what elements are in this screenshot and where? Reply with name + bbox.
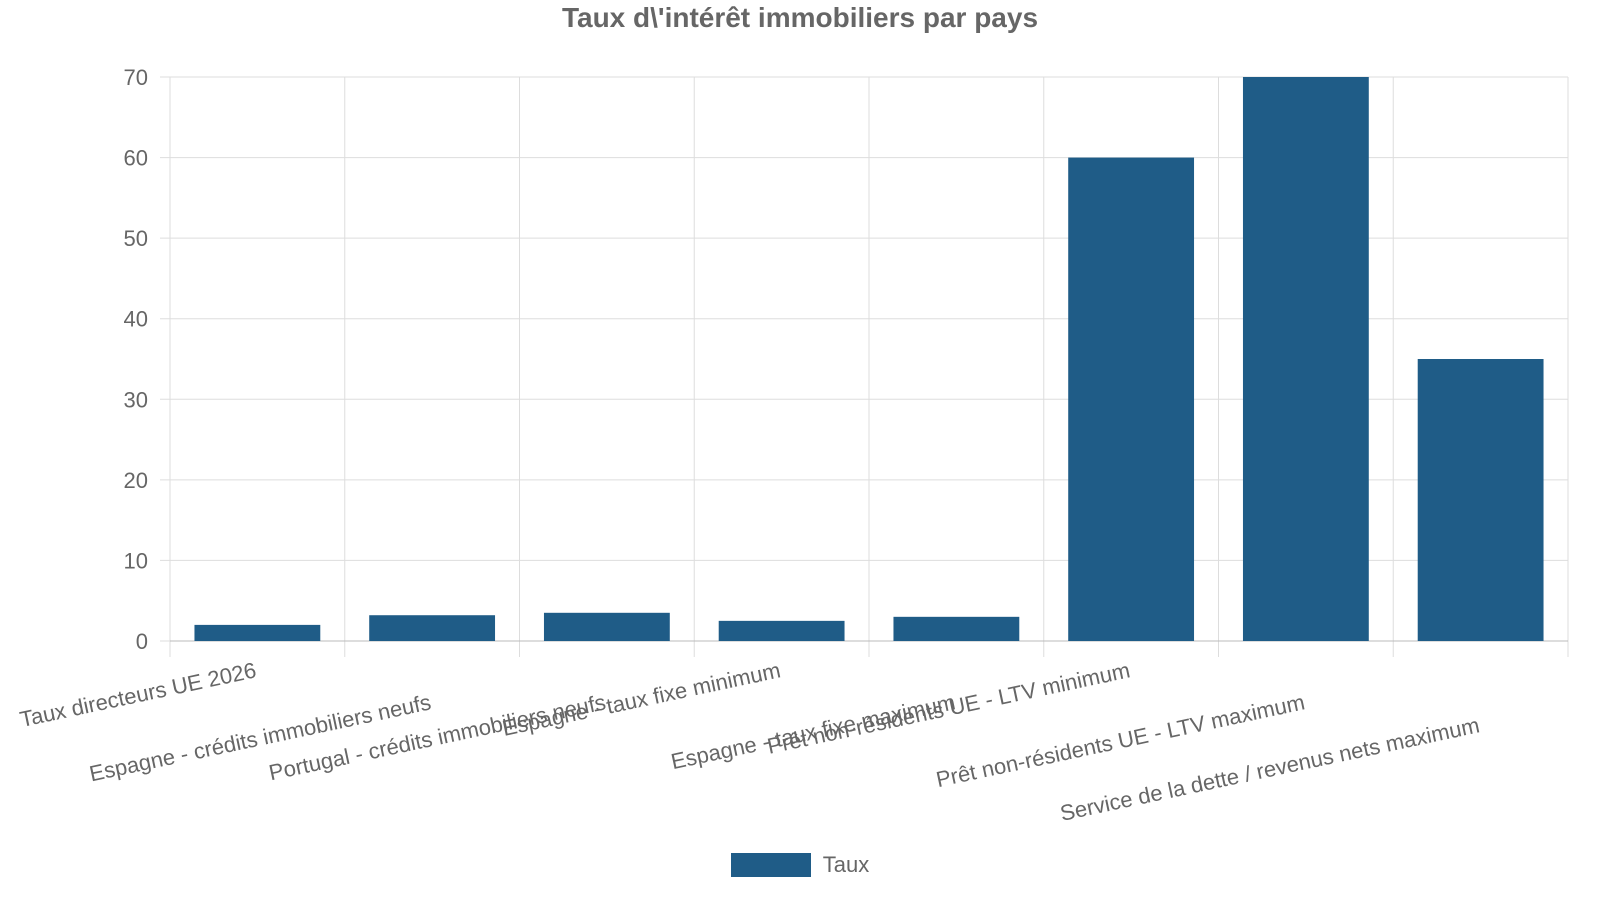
- y-tick-label: 60: [124, 146, 148, 171]
- bar: [194, 624, 321, 641]
- legend-label: Taux: [822, 852, 870, 877]
- y-tick-label: 50: [124, 226, 148, 251]
- y-tick-label: 0: [136, 629, 148, 654]
- y-tick-label: 70: [124, 65, 148, 90]
- y-tick-label: 30: [124, 387, 148, 412]
- bar: [1417, 359, 1544, 641]
- y-tick-label: 40: [124, 307, 148, 332]
- x-tick-label: Espagne - taux fixe minimum: [500, 657, 783, 740]
- bar: [369, 615, 496, 641]
- y-tick-label: 20: [124, 468, 148, 493]
- bar: [893, 616, 1020, 641]
- bar: [718, 620, 845, 641]
- legend-swatch: [730, 853, 811, 877]
- bar: [1068, 157, 1195, 642]
- chart-title: Taux d\'intérêt immobiliers par pays: [561, 2, 1039, 33]
- x-tick-label: Taux directeurs UE 2026: [18, 657, 259, 732]
- bar: [1242, 77, 1369, 641]
- y-tick-label: 10: [124, 548, 148, 573]
- bar: [543, 612, 670, 641]
- legend: Taux: [0, 852, 1600, 878]
